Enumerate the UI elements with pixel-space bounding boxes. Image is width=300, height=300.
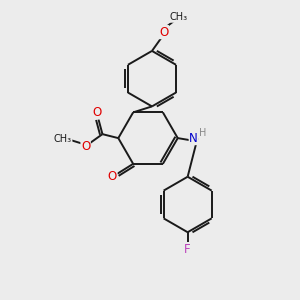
Text: O: O [159,26,169,39]
Text: O: O [81,140,90,152]
Text: N: N [189,132,198,145]
Text: CH₃: CH₃ [170,12,188,22]
Text: CH₃: CH₃ [54,134,72,144]
Text: F: F [184,243,191,256]
Text: O: O [108,170,117,183]
Text: O: O [93,106,102,119]
Text: H: H [199,128,206,138]
